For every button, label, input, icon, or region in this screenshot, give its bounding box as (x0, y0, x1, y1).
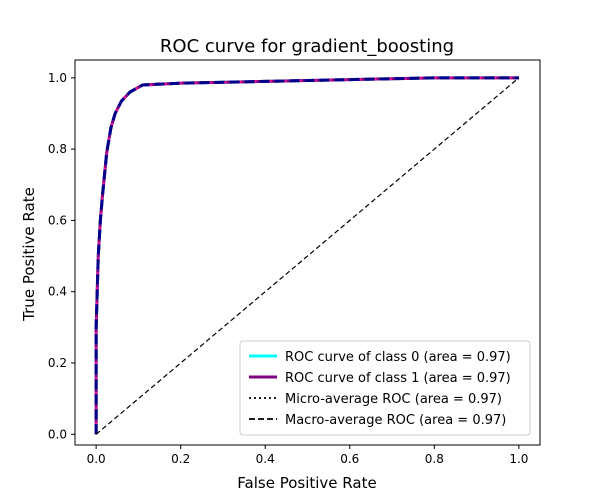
y-tick-label: 0.8 (48, 142, 67, 156)
x-axis-title: False Positive Rate (237, 474, 376, 492)
legend-label: ROC curve of class 0 (area = 0.97) (285, 350, 511, 365)
y-tick-label: 0.0 (48, 427, 67, 441)
x-tick-label: 0.0 (87, 452, 106, 466)
chart-title: ROC curve for gradient_boosting (160, 36, 454, 57)
y-tick-label: 0.2 (48, 356, 67, 370)
x-tick-label: 0.8 (425, 452, 444, 466)
x-tick-label: 1.0 (509, 452, 528, 466)
legend-label: Micro-average ROC (area = 0.97) (285, 392, 502, 407)
chance-diagonal-line (95, 77, 520, 435)
legend-label: Macro-average ROC (area = 0.97) (285, 413, 506, 428)
y-tick-label: 0.6 (48, 213, 67, 227)
y-tick-label: 0.4 (48, 285, 67, 299)
series-line-1 (94, 76, 519, 435)
axis-ticks: 0.0 0.2 0.4 0.6 0.8 1.0 0.0 0.2 0.4 0.6 0.8 1.0 (48, 71, 529, 466)
plot-frame (74, 59, 541, 446)
x-tick-label: 0.6 (340, 452, 359, 466)
y-tick-label: 1.0 (48, 71, 67, 85)
y-axis-title: True Positive Rate (20, 187, 38, 322)
legend: ROC curve of class 0 (area = 0.97) ROC cu… (239, 340, 531, 436)
x-tick-label: 0.4 (256, 452, 275, 466)
series-lines (94, 76, 520, 435)
legend-label: ROC curve of class 1 (area = 0.97) (285, 371, 511, 386)
x-tick-label: 0.2 (171, 452, 190, 466)
legend-box (239, 340, 531, 436)
